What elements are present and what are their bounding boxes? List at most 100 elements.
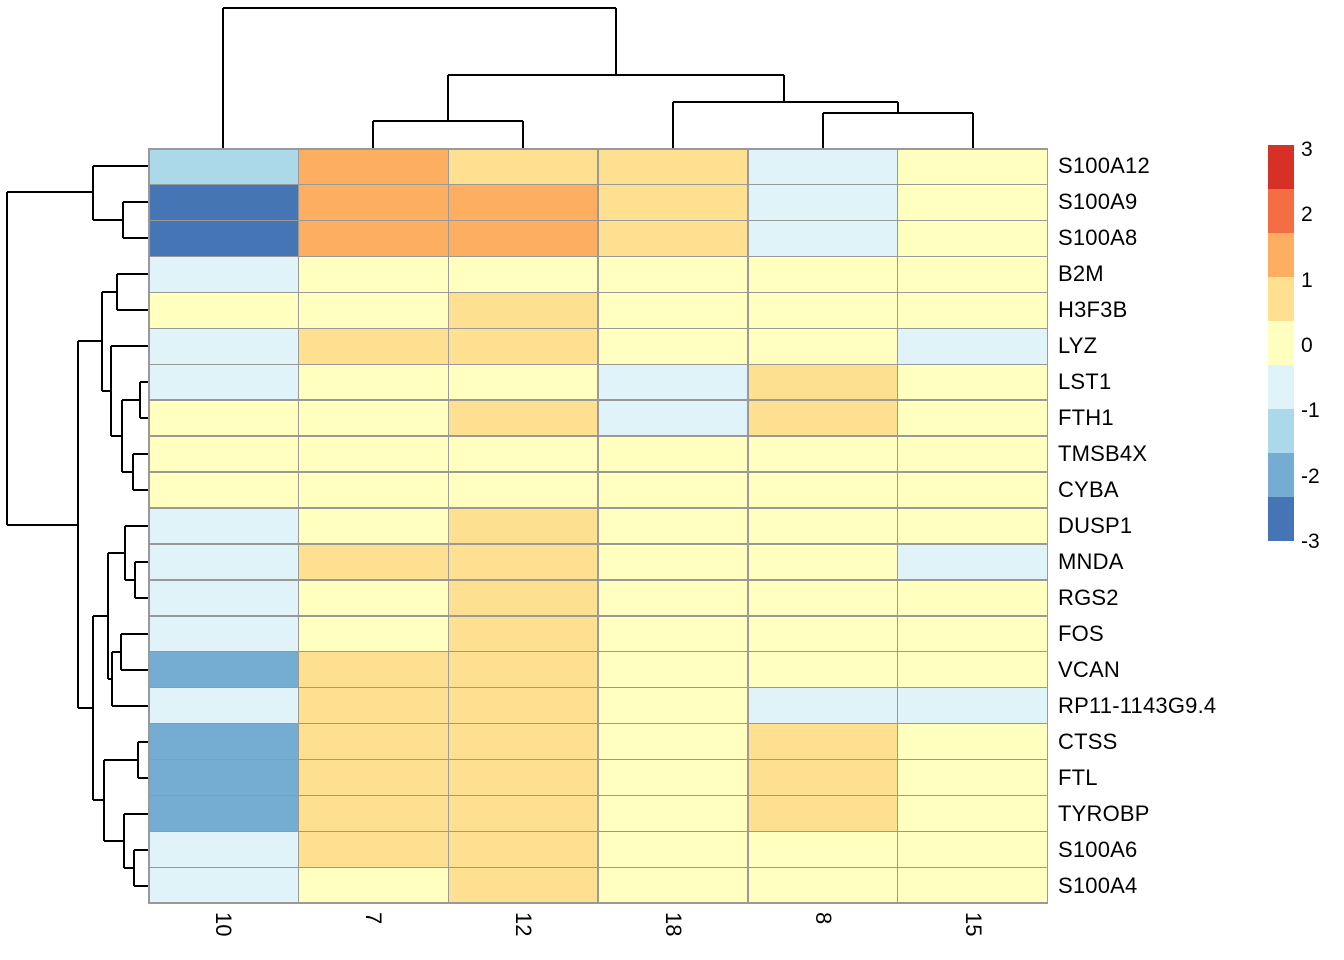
heatmap-cell — [748, 688, 897, 723]
heatmap-cell — [898, 436, 1047, 472]
heatmap-cell — [598, 365, 747, 400]
heatmap-cell — [149, 616, 298, 651]
heatmap-cell — [748, 544, 897, 580]
heatmap-cell — [598, 760, 747, 795]
row-label: LST1 — [1058, 369, 1112, 394]
heatmap-cell — [598, 868, 747, 903]
legend-color-block — [1268, 277, 1294, 321]
heatmap-cell — [149, 400, 298, 436]
heatmap-cell — [299, 365, 448, 400]
heatmap-cell — [898, 652, 1047, 687]
heatmap-cell — [748, 365, 897, 400]
row-label: CYBA — [1058, 477, 1119, 502]
row-label: S100A9 — [1058, 189, 1138, 214]
heatmap-cell — [149, 580, 298, 616]
column-label: 12 — [511, 912, 536, 937]
heatmap-cell — [898, 868, 1047, 903]
heatmap-cell — [299, 832, 448, 867]
heatmap-cell — [449, 616, 598, 651]
heatmap-cell — [299, 149, 448, 184]
heatmap-cell — [898, 257, 1047, 292]
heatmap-cell — [598, 580, 747, 616]
heatmap-cell — [598, 616, 747, 651]
heatmap-cell — [449, 436, 598, 472]
heatmap-cell — [748, 257, 897, 292]
heatmap-cell — [449, 868, 598, 903]
heatmap-cell — [149, 365, 298, 400]
heatmap-cell — [299, 652, 448, 687]
heatmap-cell — [598, 796, 747, 831]
heatmap-cell — [449, 329, 598, 364]
heatmap-cell — [748, 436, 897, 472]
heatmap-cell — [449, 652, 598, 687]
column-dendrogram — [222, 7, 974, 148]
heatmap-cell — [149, 724, 298, 759]
heatmap-cell — [449, 185, 598, 220]
heatmap-cell — [898, 149, 1047, 184]
heatmap-cell — [898, 688, 1047, 723]
heatmap-cell — [598, 724, 747, 759]
heatmap-cell — [299, 293, 448, 328]
heatmap-cell — [299, 400, 448, 436]
row-label: TMSB4X — [1058, 441, 1148, 466]
heatmap-cell — [898, 724, 1047, 759]
heatmap-cell — [898, 400, 1047, 436]
heatmap-cell — [898, 760, 1047, 795]
row-label: S100A6 — [1058, 837, 1138, 862]
legend-tick-label: 3 — [1301, 138, 1313, 161]
heatmap-cell — [748, 832, 897, 867]
heatmap-cell — [898, 544, 1047, 580]
row-label: S100A12 — [1058, 153, 1150, 178]
heatmap-cell — [598, 221, 747, 256]
heatmap-cell — [299, 724, 448, 759]
row-label: B2M — [1058, 261, 1104, 286]
heatmap-cell — [449, 760, 598, 795]
heatmap-cell — [299, 472, 448, 508]
row-label: RP11-1143G9.4 — [1058, 693, 1217, 718]
heatmap-cell — [748, 472, 897, 508]
legend-color-block — [1268, 365, 1294, 409]
heatmap-cell — [449, 544, 598, 580]
heatmap-cell — [449, 400, 598, 436]
heatmap-cell — [748, 868, 897, 903]
heatmap-cell — [898, 796, 1047, 831]
heatmap-cell — [449, 580, 598, 616]
heatmap-cell — [299, 544, 448, 580]
heatmap-cell — [748, 616, 897, 651]
legend-color-block — [1268, 453, 1294, 497]
row-label: RGS2 — [1058, 585, 1119, 610]
heatmap-cell — [598, 508, 747, 544]
heatmap-cell — [598, 400, 747, 436]
heatmap-cell — [898, 329, 1047, 364]
heatmap-cell — [149, 832, 298, 867]
heatmap-cell — [149, 149, 298, 184]
heatmap-cell — [149, 868, 298, 903]
heatmap-cell — [598, 257, 747, 292]
heatmap-cell — [149, 221, 298, 256]
row-dendrogram — [6, 165, 148, 887]
row-label: DUSP1 — [1058, 513, 1133, 538]
heatmap-cell — [598, 544, 747, 580]
legend-tick-label: -3 — [1301, 529, 1320, 553]
heatmap-cell — [598, 472, 747, 508]
column-label: 7 — [361, 912, 386, 925]
heatmap-cell — [299, 580, 448, 616]
row-label: TYROBP — [1058, 801, 1150, 826]
legend-tick-label: -1 — [1301, 399, 1320, 423]
heatmap-cell — [299, 257, 448, 292]
legend-color-block — [1268, 321, 1294, 365]
heatmap-cell — [149, 652, 298, 687]
row-label: FTH1 — [1058, 405, 1114, 430]
legend-color-block — [1268, 409, 1294, 453]
heatmap-cell — [748, 760, 897, 795]
column-label: 18 — [661, 912, 686, 937]
heatmap-cell — [598, 832, 747, 867]
heatmap-cell — [149, 796, 298, 831]
heatmap-cell — [149, 257, 298, 292]
heatmap-cell — [299, 688, 448, 723]
heatmap-cell — [449, 149, 598, 184]
heatmap-cell — [748, 149, 897, 184]
heatmap-cell — [898, 185, 1047, 220]
heatmap-cell — [149, 760, 298, 795]
